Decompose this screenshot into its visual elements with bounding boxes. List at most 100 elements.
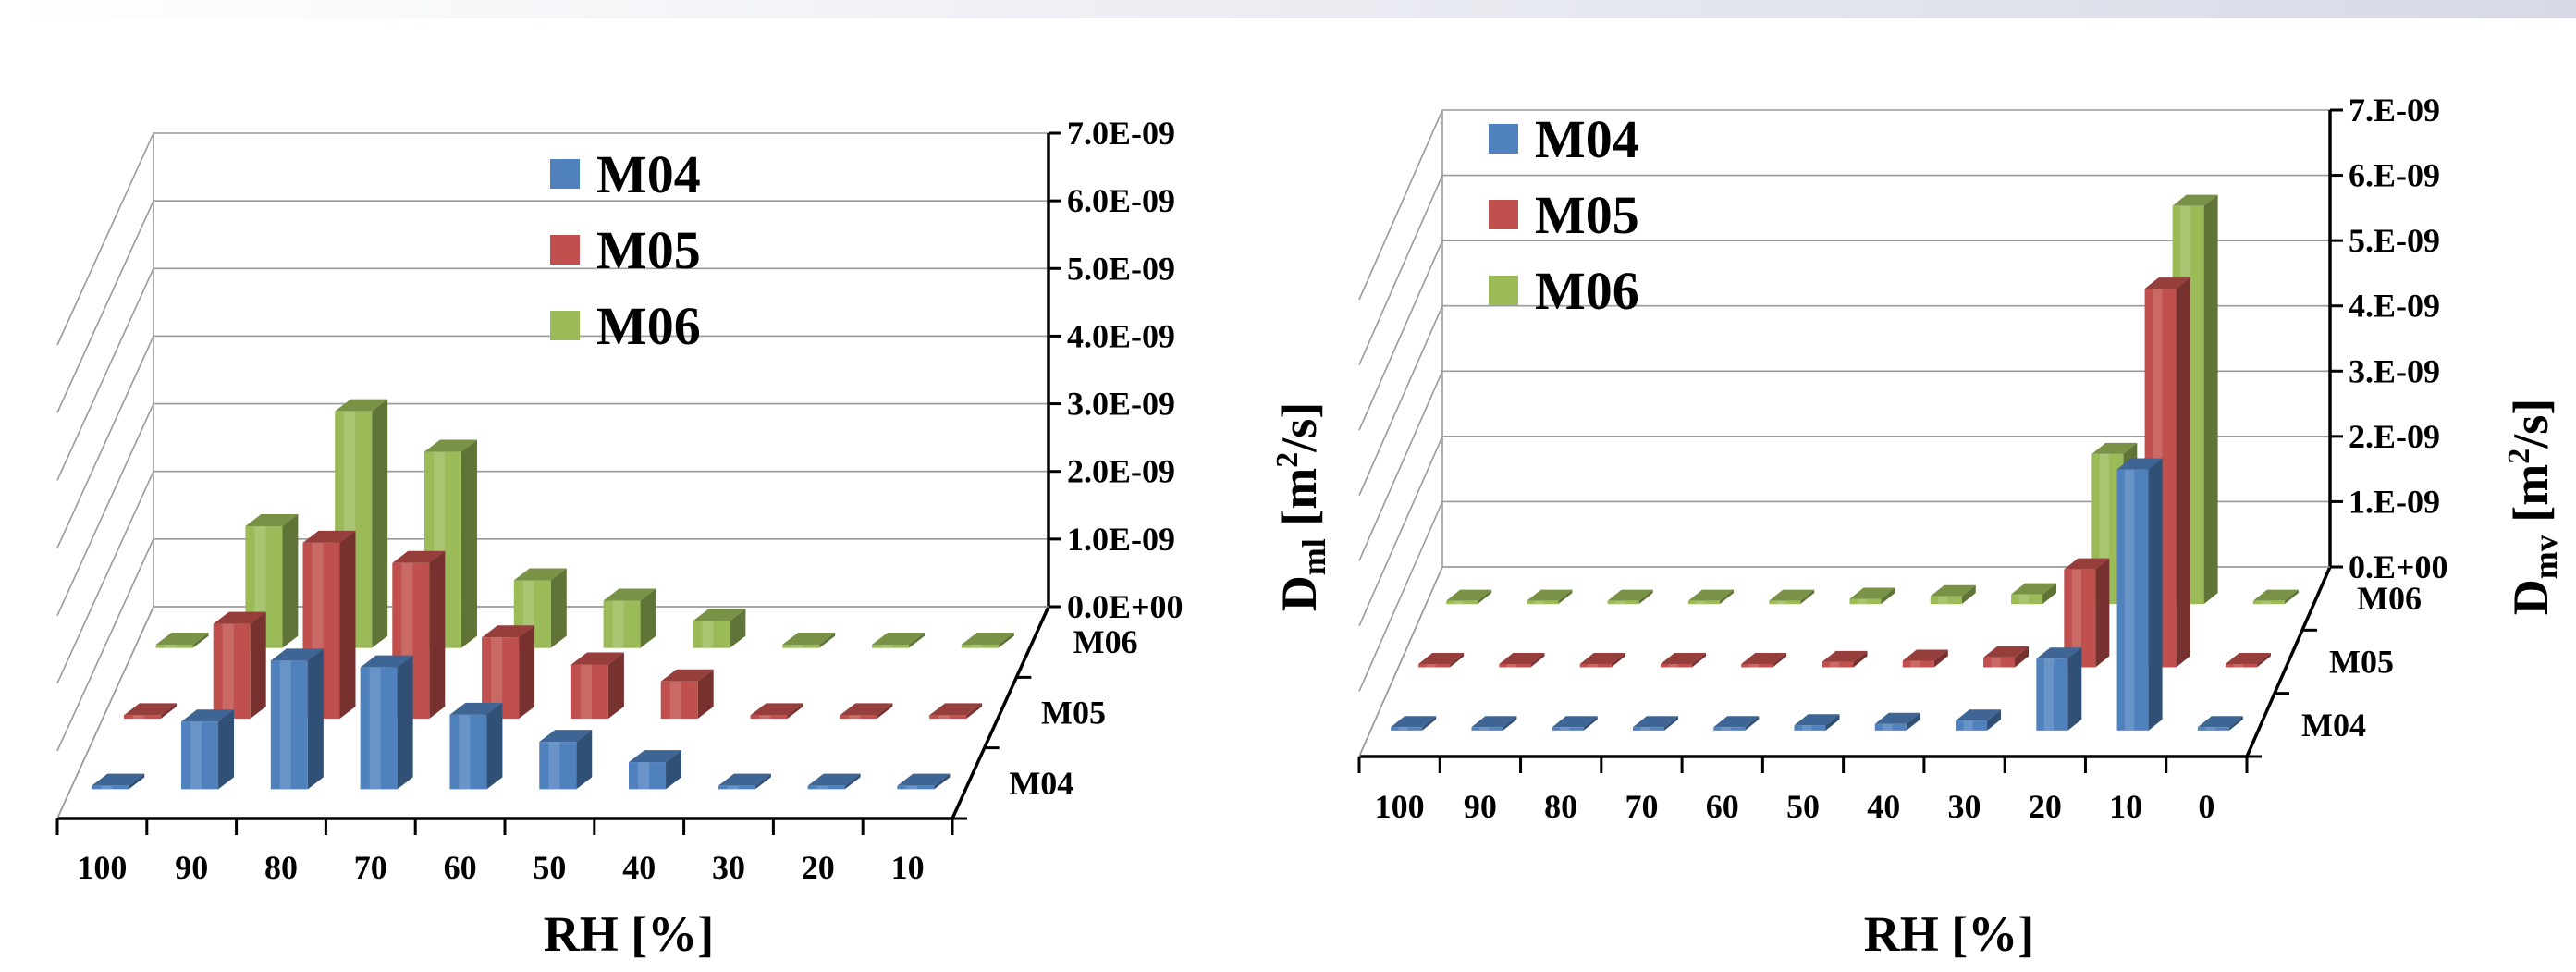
- x-tick-label: 10: [2109, 788, 2142, 825]
- bar-top: [2144, 277, 2190, 289]
- bar-side: [1663, 716, 1678, 731]
- legend: M04 M05 M06: [1489, 109, 1639, 321]
- bar-top: [1849, 587, 1895, 599]
- depth-label: M06: [1073, 623, 1138, 660]
- bar-top: [1983, 646, 2030, 658]
- bar-highlight: [1506, 663, 1517, 668]
- bar-top: [2064, 558, 2110, 570]
- bar-highlight: [849, 715, 861, 719]
- bar-top: [782, 633, 836, 646]
- bar-m05-0: [2225, 652, 2271, 668]
- x-ticks: 100 90 80 70 60 50 40 30 20 10: [55, 818, 954, 886]
- bar-side: [1503, 716, 1517, 731]
- bar-highlight: [1802, 725, 1812, 731]
- legend-swatch-m06: [550, 311, 580, 340]
- x-tick-label: 90: [175, 849, 208, 886]
- bar-side: [787, 703, 803, 719]
- y-tick-label: 6.E-09: [2349, 157, 2440, 194]
- bar-side: [1773, 652, 1787, 668]
- depth-label: M04: [1009, 765, 1073, 802]
- y-tick-label: 0.E+00: [2349, 548, 2448, 585]
- bar-top: [2172, 194, 2218, 206]
- bar-highlight: [1858, 598, 1868, 605]
- bar-top: [2036, 647, 2082, 659]
- y-tick-label: 4.0E-09: [1067, 317, 1175, 354]
- bar-side: [2256, 652, 2271, 668]
- bar-side: [160, 703, 177, 719]
- x-tick-label: 60: [1706, 788, 1739, 825]
- bar-top: [449, 702, 503, 715]
- bar-side: [1881, 587, 1895, 605]
- depth-axis-line: [951, 606, 1050, 819]
- bar-m04-50: [539, 730, 593, 790]
- depth-labels: M04 M05 M06: [952, 623, 1138, 820]
- gridlines: [56, 132, 1049, 819]
- bar-top: [513, 568, 567, 581]
- bar-m05-100: [1418, 652, 1465, 668]
- bar-side: [550, 568, 567, 648]
- bar-highlight: [816, 785, 828, 790]
- depth-labels: M04 M05 M06: [2247, 580, 2422, 758]
- gridline: [56, 200, 1049, 413]
- bar-side: [1745, 716, 1760, 731]
- legend-label-m05: M05: [596, 220, 701, 280]
- bar-m06-0: [2252, 589, 2299, 605]
- x-tick-label: 90: [1464, 788, 1497, 825]
- bar-highlight: [938, 715, 951, 719]
- bar-m06-20: [871, 633, 925, 648]
- bar-side: [129, 773, 145, 790]
- bar-top: [302, 530, 356, 543]
- bar-m04-10: [897, 773, 951, 790]
- y-tick-label: 4.E-09: [2349, 288, 2440, 325]
- x-tick-label: 30: [1948, 788, 1981, 825]
- bar-side: [934, 773, 951, 790]
- bar-highlight: [1696, 600, 1706, 605]
- bar-side: [1638, 589, 1653, 605]
- bar-top: [539, 730, 593, 743]
- bar-m04-20: [2036, 647, 2082, 731]
- y-tick-label: 5.0E-09: [1067, 250, 1175, 287]
- bar-top: [897, 773, 951, 786]
- bar-top: [335, 399, 388, 412]
- bar-highlight: [2071, 569, 2082, 668]
- bar-top: [2011, 583, 2057, 595]
- bar-side: [1450, 652, 1465, 668]
- bar-m04-70: [1632, 716, 1678, 731]
- y-tick-label: 6.0E-09: [1067, 182, 1175, 219]
- bar-side: [1583, 716, 1598, 731]
- bar-side: [966, 703, 983, 719]
- bar-highlight: [369, 667, 381, 790]
- bar-m06-50: [1849, 587, 1895, 605]
- legend-label-m06: M06: [596, 296, 701, 356]
- y-tick-label: 0.0E+00: [1067, 588, 1184, 625]
- bar-highlight: [279, 660, 291, 790]
- bar-side: [1478, 589, 1492, 605]
- bar-side: [819, 633, 836, 648]
- bar-top: [92, 773, 145, 786]
- bar-m04-20: [807, 773, 861, 790]
- bar-m06-40: [1930, 584, 1976, 605]
- bar-m04-30: [718, 773, 771, 790]
- bar-side: [640, 588, 656, 648]
- bar-top: [1822, 650, 1868, 662]
- bar-side: [519, 625, 535, 719]
- bar-highlight: [1910, 660, 1920, 668]
- y-axis-title-left: Dml [m2/s]: [1270, 402, 1332, 611]
- bar-m05-100: [123, 703, 177, 719]
- bar-highlight: [1721, 727, 1731, 731]
- bar-highlight: [2125, 469, 2135, 731]
- bar-top: [570, 652, 624, 665]
- bar-top: [1902, 649, 1948, 661]
- bar-side: [372, 399, 388, 648]
- bar-side: [1611, 652, 1625, 668]
- x-tick-label: 80: [1544, 788, 1577, 825]
- x-tick-label: 0: [2198, 788, 2214, 825]
- bar-side: [1825, 714, 1840, 731]
- bar-side: [908, 633, 925, 648]
- bar-highlight: [702, 621, 714, 648]
- x-tick-label: 40: [1867, 788, 1900, 825]
- bar-m05-30: [750, 703, 803, 719]
- bar-top: [482, 625, 535, 638]
- bar-highlight: [906, 785, 918, 790]
